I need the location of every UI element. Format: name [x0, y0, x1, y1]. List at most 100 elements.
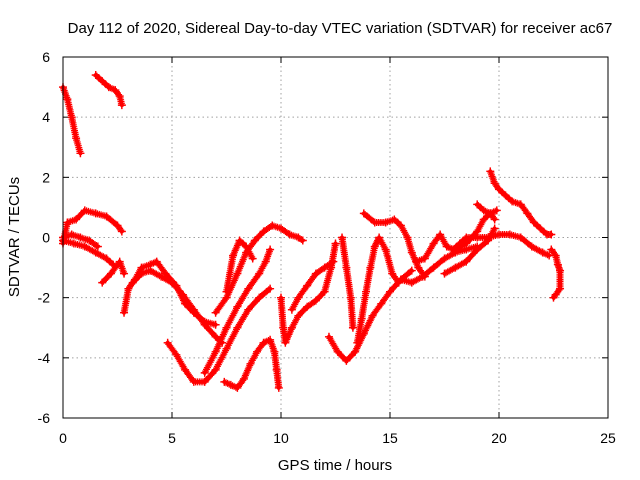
series-track-13 [220, 335, 283, 392]
data-point [246, 359, 255, 368]
series-track-12 [222, 236, 257, 296]
data-point [462, 257, 471, 266]
series-track-09 [163, 284, 275, 386]
data-point [181, 365, 190, 374]
x-axis-label: GPS time / hours [278, 457, 392, 474]
data-point [157, 272, 166, 281]
plot-frame [62, 56, 609, 419]
data-point [495, 185, 503, 194]
data-point [479, 206, 488, 215]
data-point [222, 323, 231, 332]
data-point [67, 113, 76, 122]
series-track-22 [440, 224, 499, 278]
y-tick-label: -6 [38, 410, 51, 426]
y-tick-labels: -6 -4 -2 0 2 4 6 [38, 49, 51, 426]
series-track-17 [338, 233, 357, 332]
data-point [333, 347, 342, 356]
data-point [250, 236, 259, 245]
series-track-03 [59, 206, 126, 248]
data-point [495, 230, 503, 239]
y-tick-label: -2 [38, 290, 51, 306]
data-point [320, 287, 329, 296]
data-point [72, 215, 81, 224]
data-point [76, 233, 85, 242]
x-tick-labels: 0 5 10 15 20 25 [59, 430, 616, 446]
data-point [331, 239, 340, 248]
series-markers [129, 267, 226, 347]
data-point [501, 191, 510, 200]
data-point [91, 71, 100, 80]
data-point [277, 224, 285, 233]
data-point [259, 338, 268, 347]
data-point [111, 86, 120, 95]
data-point [407, 278, 416, 287]
data-series [59, 71, 565, 392]
data-point [553, 260, 562, 269]
data-point [124, 284, 133, 293]
series-track-06 [98, 257, 129, 287]
data-point [320, 263, 329, 272]
data-point [529, 218, 538, 227]
series-track-05 [59, 230, 102, 251]
series-markers [201, 246, 274, 377]
series-track-07 [120, 257, 220, 329]
data-point [462, 239, 471, 248]
y-tick-label: 6 [42, 49, 50, 65]
series-track-26 [547, 245, 565, 302]
y-tick-label: 4 [42, 109, 50, 125]
data-point [279, 323, 288, 332]
data-point [235, 236, 244, 245]
data-point [172, 350, 181, 359]
series-track-14 [277, 239, 340, 347]
data-point [222, 287, 231, 296]
data-point [508, 197, 517, 206]
data-point [253, 347, 262, 356]
data-point [484, 236, 493, 245]
data-point [538, 248, 547, 257]
data-point [120, 308, 129, 317]
data-point [242, 242, 251, 251]
data-point [104, 83, 113, 92]
data-point [115, 92, 124, 101]
series-track-23 [486, 167, 556, 239]
data-point [222, 344, 231, 353]
data-point [281, 338, 290, 347]
data-point [490, 215, 499, 224]
data-point [294, 311, 303, 320]
data-point [189, 377, 198, 386]
data-point [69, 239, 78, 248]
series-track-16 [324, 266, 416, 365]
data-point [556, 266, 565, 275]
data-point [91, 248, 100, 257]
data-point [396, 221, 405, 230]
x-tick-label: 15 [382, 430, 398, 446]
data-point [128, 278, 137, 287]
data-point [255, 269, 264, 278]
data-point [233, 269, 242, 278]
data-point [490, 179, 499, 188]
data-point [381, 218, 390, 227]
x-tick-label: 10 [273, 430, 289, 446]
data-point [420, 254, 429, 263]
data-point [266, 245, 275, 254]
data-point [248, 254, 257, 263]
data-point [178, 290, 187, 299]
data-point [163, 338, 172, 347]
series-track-15 [287, 257, 338, 314]
data-point [211, 347, 220, 356]
data-point [492, 206, 501, 215]
data-point [274, 383, 283, 392]
x-tick-label: 25 [600, 430, 616, 446]
data-point [244, 284, 253, 293]
data-point [414, 263, 423, 272]
series-track-18 [353, 233, 403, 347]
data-point [117, 227, 126, 236]
data-point [359, 209, 368, 218]
data-point [233, 323, 242, 332]
data-point [220, 377, 229, 386]
series-track-10 [200, 245, 275, 377]
data-point [329, 257, 338, 266]
data-point [375, 233, 384, 242]
data-point [429, 239, 438, 248]
series-markers [120, 258, 220, 329]
